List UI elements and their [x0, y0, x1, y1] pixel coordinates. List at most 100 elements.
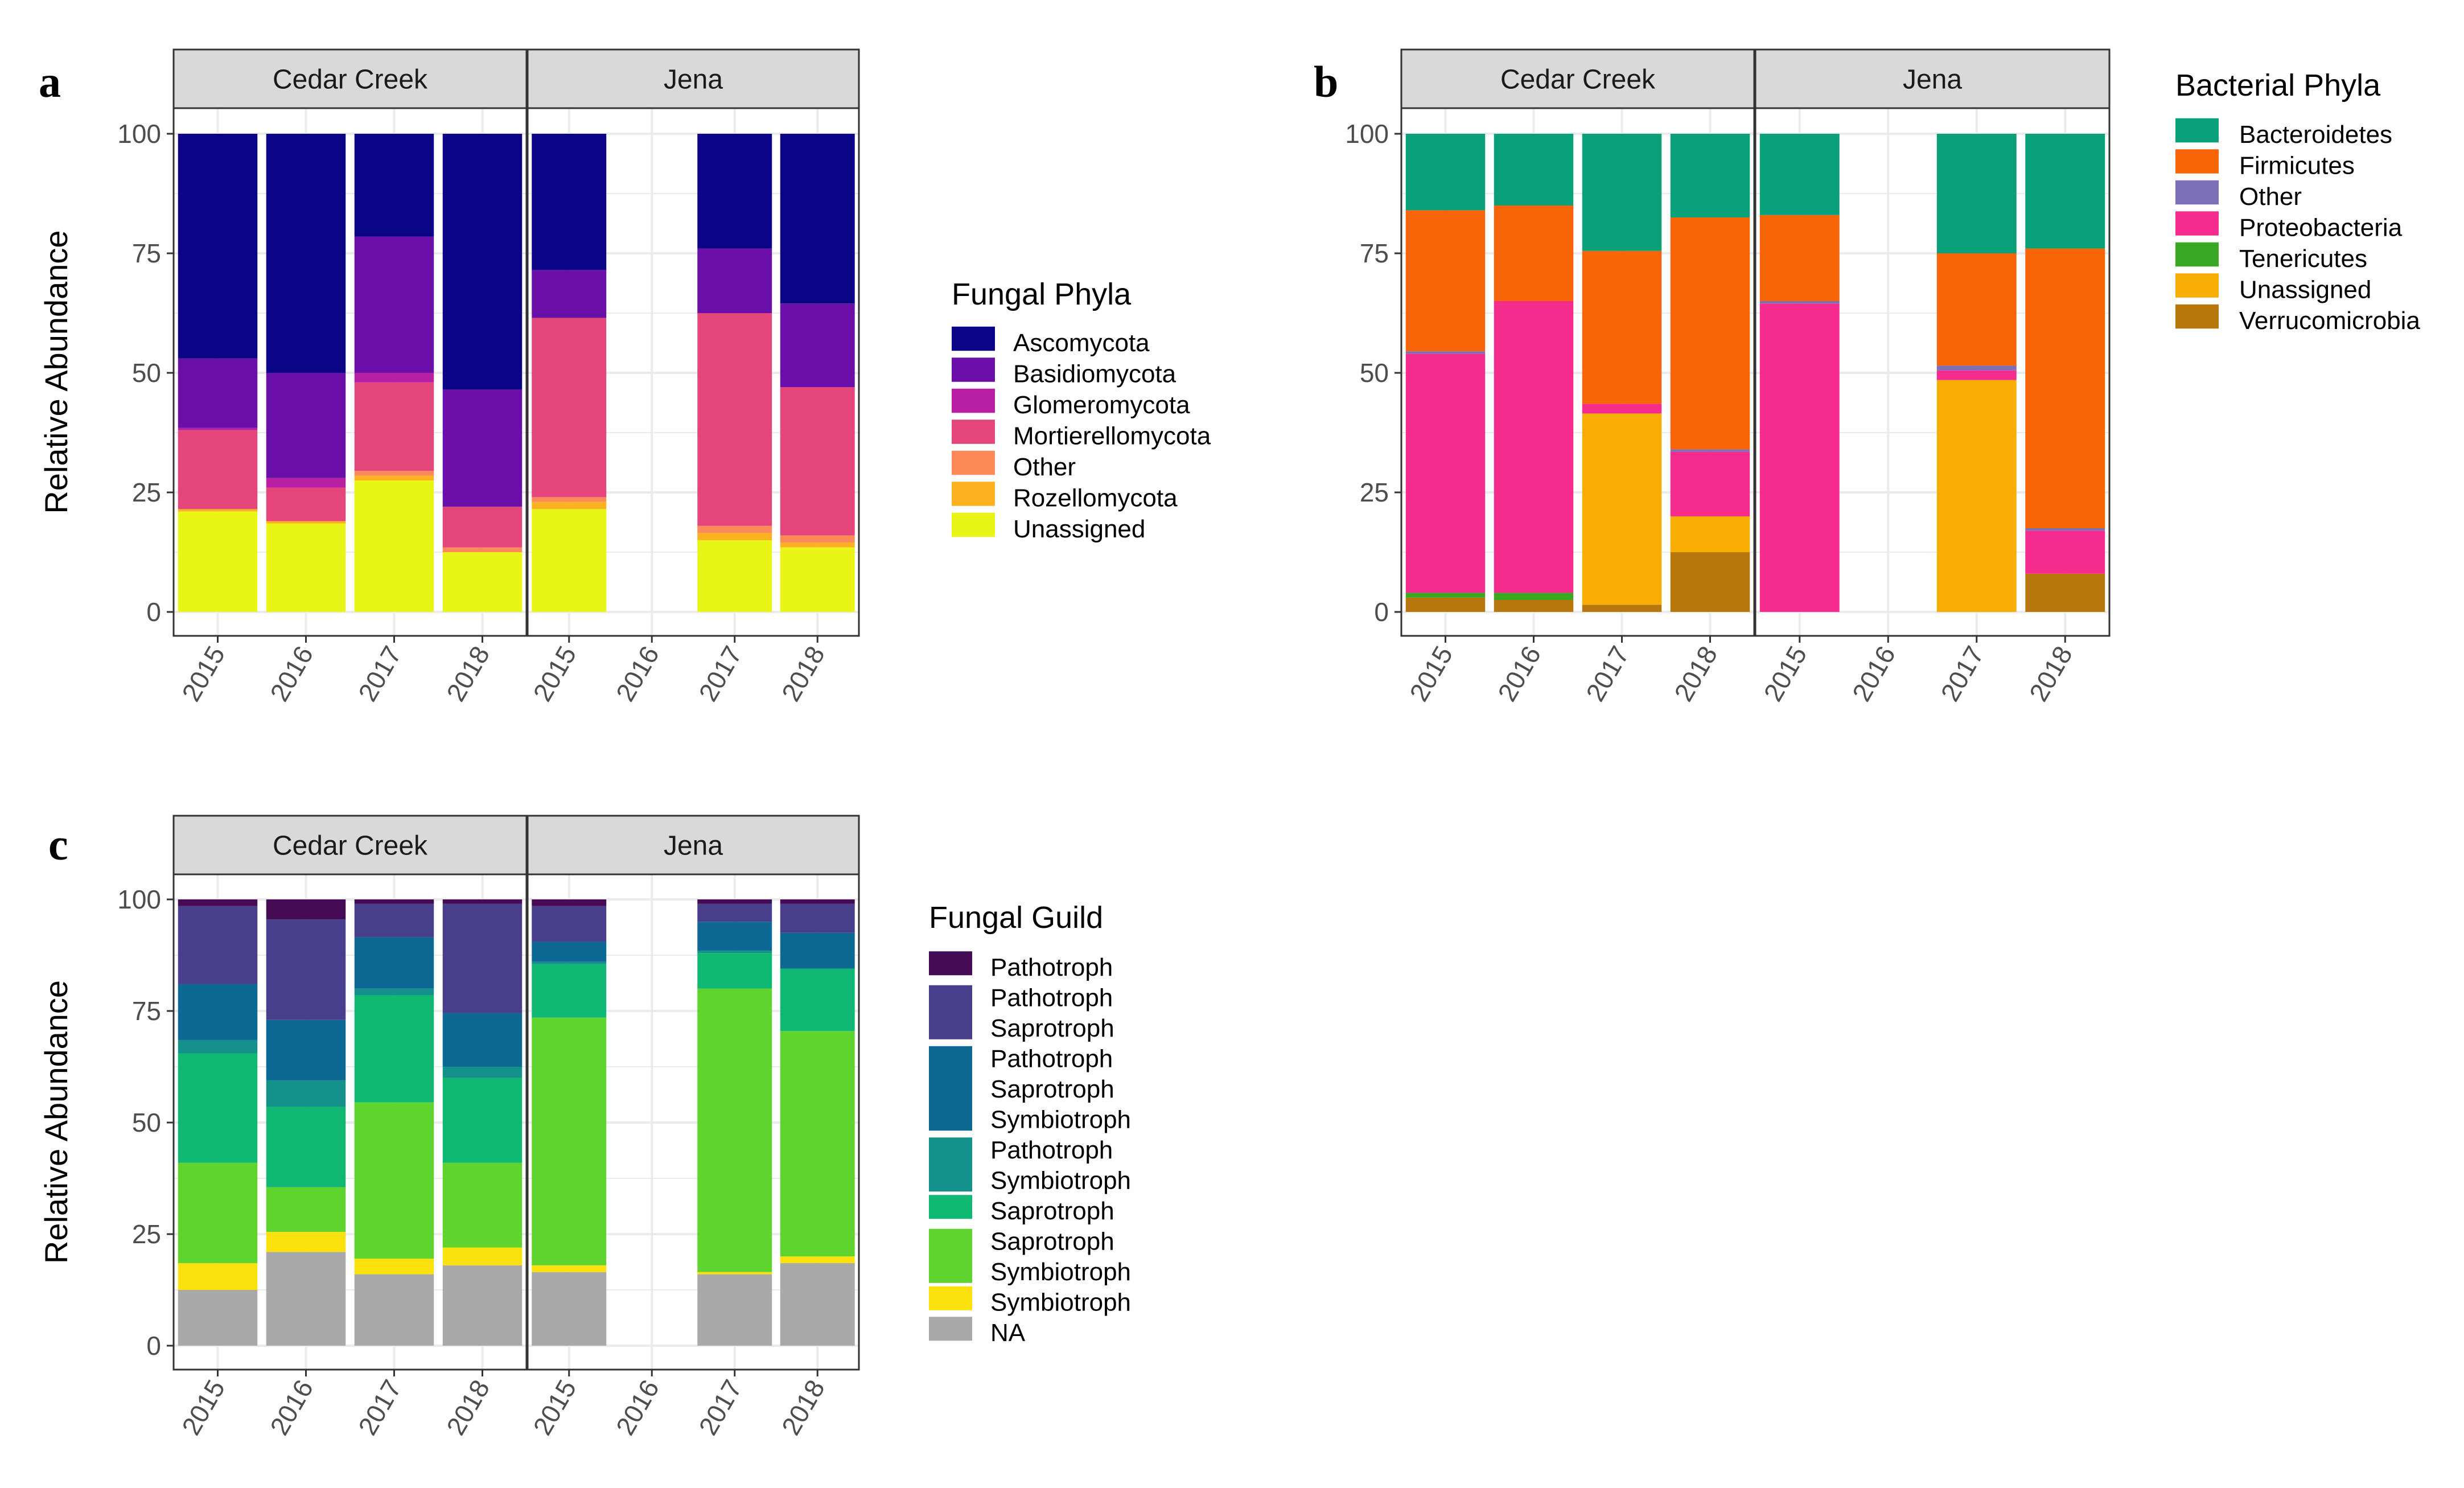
legend-swatch-basidiomycota — [952, 357, 995, 382]
bar-segment-rozellomycota — [780, 542, 855, 548]
bar-segment-glomeromycota — [178, 428, 258, 430]
bar-segment-saprotroph-symbiotroph — [697, 988, 772, 1272]
bar-segment-symbiotroph — [532, 1265, 607, 1272]
x-tick-label: 2018 — [1668, 641, 1723, 706]
bar-segment-other — [1405, 351, 1486, 354]
bar-segment-unassigned — [354, 480, 434, 612]
legend-label: Mortierellomycota — [1013, 422, 1211, 450]
bar-segment-glomeromycota — [266, 478, 346, 488]
bar-segment-unassigned — [1936, 380, 2017, 612]
x-tick-label: 2017 — [693, 1375, 747, 1440]
bar-segment-firmicutes — [1670, 217, 1750, 450]
panel-letter-a: a — [39, 57, 61, 106]
bar-segment-other — [2025, 528, 2105, 531]
facet-strip — [1400, 48, 1755, 109]
bar-segment-verrucomicrobia — [1582, 605, 1662, 612]
facet-strip-label: Cedar Creek — [273, 65, 428, 95]
legend-label: Glomeromycota — [1013, 391, 1190, 419]
legend-label: Symbiotroph — [990, 1289, 1131, 1317]
legend-swatch-pathotroph-symbiotroph — [929, 1137, 972, 1192]
legend-label: Other — [1013, 453, 1076, 481]
y-axis-title: Relative Abundance — [38, 230, 74, 513]
bar-segment-rozellomycota — [178, 509, 258, 512]
bar-segment-firmicutes — [1936, 253, 2017, 366]
facet-strip — [172, 48, 528, 109]
bar-segment-firmicutes — [1759, 215, 1840, 301]
legend-swatch-na — [929, 1317, 972, 1341]
bar-segment-saprotroph — [354, 995, 434, 1103]
legend: Fungal GuildPathotrophPathotrophSaprotro… — [929, 901, 1131, 1347]
bar-segment-unassigned — [178, 511, 258, 612]
bar-segment-bacteroidetes — [2025, 134, 2105, 249]
legend-label: Pathotroph — [990, 1136, 1113, 1164]
facet-strip — [526, 48, 860, 109]
bar-segment-na — [442, 1265, 523, 1346]
bar-segment-glomeromycota — [354, 373, 434, 383]
bar-segment-symbiotroph — [697, 1272, 772, 1275]
legend-label: Saprotroph — [990, 1228, 1114, 1256]
bar-segment-saprotroph — [780, 968, 855, 1031]
y-tick-label: 75 — [132, 239, 161, 268]
bar-segment-unassigned — [1582, 413, 1662, 605]
bar-segment-basidiomycota — [532, 270, 607, 318]
legend-label: Proteobacteria — [2239, 214, 2403, 242]
legend-swatch-tenericutes — [2175, 242, 2219, 267]
legend: Bacterial Phyla Bacteroidetes Firmicutes Ot… — [2175, 68, 2420, 335]
bar-segment-mortierellomycota — [354, 382, 434, 471]
bar-segment-rozellomycota — [697, 533, 772, 540]
bar-segment-saprotroph-symbiotroph — [442, 1162, 523, 1248]
bar-segment-rozellomycota — [532, 502, 607, 509]
legend-label: Rozellomycota — [1013, 484, 1178, 512]
y-tick-label: 50 — [132, 358, 161, 388]
x-tick-label: 2018 — [776, 1375, 830, 1440]
bar-segment-pathotroph-symbiotroph — [266, 1080, 346, 1107]
x-tick-label: 2015 — [1758, 641, 1812, 706]
bar-segment-other — [1759, 301, 1840, 304]
bar-segment-pathotroph — [266, 899, 346, 920]
bar-segment-other — [532, 497, 607, 502]
x-tick-label: 2017 — [1580, 641, 1635, 706]
bar-segment-symbiotroph — [354, 1259, 434, 1275]
x-tick-label: 2018 — [2023, 641, 2078, 706]
bar-segment-mortierellomycota — [178, 430, 258, 509]
bar-segment-ascomycota — [780, 134, 855, 304]
x-tick-label: 2016 — [610, 1375, 665, 1440]
x-tick-label: 2015 — [527, 1375, 582, 1440]
panel-border — [1754, 107, 2111, 637]
y-tick-label: 50 — [1360, 358, 1389, 388]
legend-swatch-pathotroph-saprotroph — [929, 985, 972, 1039]
bar-segment-mortierellomycota — [532, 318, 607, 498]
panel-border — [172, 873, 528, 1371]
y-tick-label: 100 — [117, 119, 161, 149]
bar-segment-symbiotroph — [442, 1247, 523, 1265]
bar-segment-basidiomycota — [266, 373, 346, 478]
bar-segment-basidiomycota — [354, 236, 434, 373]
bar-segment-pathotroph — [697, 899, 772, 904]
x-tick-label: 2016 — [1492, 641, 1546, 706]
bar-segment-proteobacteria — [2025, 531, 2105, 574]
legend-swatch-other — [952, 450, 995, 475]
legend-swatch-verrucomicrobia — [2175, 304, 2219, 329]
bar-segment-symbiotroph — [266, 1232, 346, 1252]
bar-segment-mortierellomycota — [780, 387, 855, 536]
bar-segment-bacteroidetes — [1670, 134, 1750, 217]
legend-title: Bacterial Phyla — [2175, 68, 2381, 102]
panel-letter-b: b — [1314, 57, 1338, 106]
bar-segment-pathotroph — [178, 899, 258, 906]
bar-segment-pathotroph-saprotroph — [354, 903, 434, 938]
x-tick-label: 2016 — [610, 641, 665, 706]
bar-segment-proteobacteria — [1759, 303, 1840, 612]
bar-segment-pathotroph-saprotroph-symbiotroph — [532, 942, 607, 962]
bar-segment-na — [697, 1274, 772, 1346]
legend-swatch-pathotroph-saprotroph-symbiotroph — [929, 1046, 972, 1131]
bar-segment-bacteroidetes — [1759, 134, 1840, 215]
legend-label: Basidiomycota — [1013, 360, 1177, 388]
legend-label: Firmicutes — [2239, 152, 2355, 180]
bar-segment-saprotroph-symbiotroph — [780, 1031, 855, 1257]
bar-segment-ascomycota — [442, 134, 523, 390]
legend-swatch-glomeromycota — [952, 388, 995, 413]
bar-segment-pathotroph-saprotroph-symbiotroph — [780, 932, 855, 969]
bar-segment-saprotroph — [178, 1053, 258, 1163]
bar-segment-pathotroph — [354, 899, 434, 904]
